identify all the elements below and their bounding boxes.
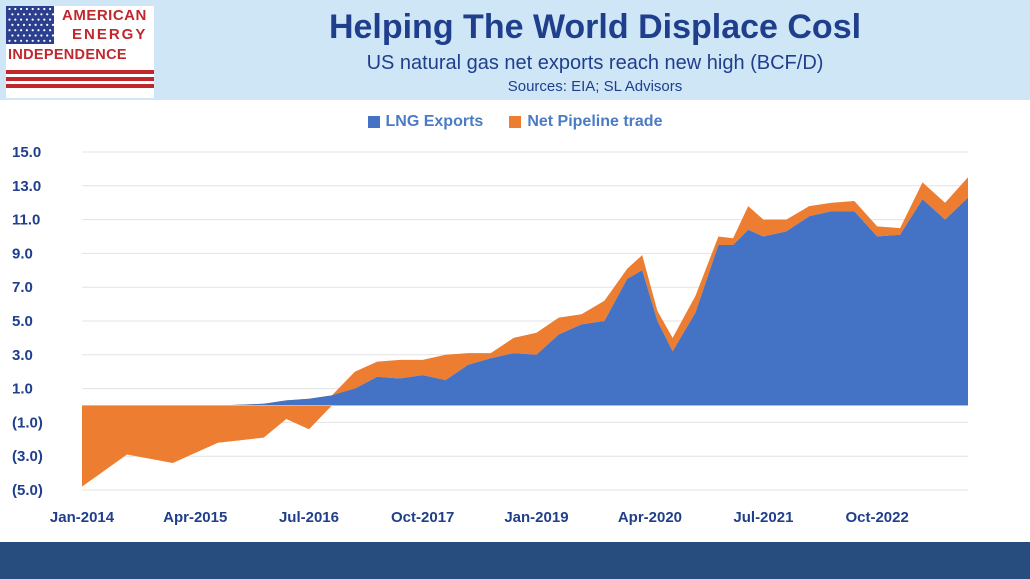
y-tick-label: 7.0 bbox=[12, 279, 33, 296]
x-tick-label: Oct-2022 bbox=[845, 509, 908, 526]
y-tick-label: 9.0 bbox=[12, 245, 33, 262]
x-tick-label: Oct-2017 bbox=[391, 509, 454, 526]
y-tick-label: 15.0 bbox=[12, 144, 41, 161]
page-title: Helping The World Displace Cosl bbox=[328, 8, 862, 46]
x-tick-label: Jul-2021 bbox=[733, 509, 793, 526]
legend-label-pipeline: Net Pipeline trade bbox=[527, 113, 663, 130]
x-tick-label: Apr-2020 bbox=[618, 509, 682, 526]
legend-item-pipeline: Net Pipeline trade bbox=[509, 113, 662, 131]
logo-line-independence: INDEPENDENCE bbox=[8, 47, 127, 63]
series-area-net-pipeline-trade bbox=[82, 177, 968, 487]
y-tick-label: 5.0 bbox=[12, 313, 33, 330]
source-note: Sources: EIA; SL Advisors bbox=[507, 78, 683, 95]
american-energy-independence-logo: AMERICAN ENERGY INDEPENDENCE bbox=[6, 6, 154, 98]
logo-line-american: AMERICAN bbox=[62, 7, 147, 24]
header-banner bbox=[0, 0, 1030, 100]
legend-swatch-lng bbox=[367, 116, 380, 128]
y-tick-label: (1.0) bbox=[12, 414, 43, 431]
x-tick-label: Apr-2015 bbox=[163, 509, 227, 526]
footer-band bbox=[0, 542, 1030, 579]
y-tick-label: 3.0 bbox=[12, 347, 33, 364]
x-tick-label: Jan-2019 bbox=[504, 509, 568, 526]
y-tick-label: (3.0) bbox=[12, 448, 43, 465]
legend-label-lng: LNG Exports bbox=[385, 113, 484, 130]
logo-stripes bbox=[6, 70, 154, 94]
us-flag-icon bbox=[6, 6, 54, 44]
y-tick-label: 1.0 bbox=[12, 381, 33, 398]
y-tick-label: 11.0 bbox=[12, 212, 40, 229]
logo-line-energy: ENERGY bbox=[72, 26, 148, 43]
exports-area-chart: (5.0) (3.0) (1.0) 1.0 3.0 5.0 7.0 9.0 11.0 13.0 15… bbox=[12, 144, 968, 526]
legend-swatch-pipeline bbox=[509, 116, 522, 128]
y-tick-label: (5.0) bbox=[12, 482, 43, 499]
y-tick-label: 13.0 bbox=[12, 178, 41, 195]
series-area-lng-exports bbox=[82, 197, 968, 406]
page-subtitle: US natural gas net exports reach new hig… bbox=[366, 52, 824, 74]
x-tick-label: Jan-2014 bbox=[50, 509, 115, 526]
x-tick-label: Jul-2016 bbox=[279, 509, 339, 526]
legend-item-lng: LNG Exports bbox=[367, 113, 484, 131]
chart-legend: LNG Exports Net Pipeline trade bbox=[0, 110, 1030, 134]
